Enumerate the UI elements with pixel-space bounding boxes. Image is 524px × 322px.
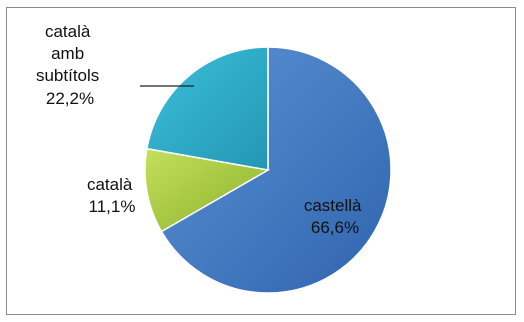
pie-slice-catala-amb-subtitols xyxy=(145,46,269,171)
pie-slice-castella xyxy=(160,46,392,294)
data-label-castella: castellà 66,6% xyxy=(304,196,366,237)
pie-slices xyxy=(144,46,392,294)
pie-slice-catala xyxy=(144,147,271,233)
data-label-catala: català 11,1% xyxy=(87,175,137,216)
data-label-catala-amb-subtitols: català amb subtítols 22,2% xyxy=(36,22,104,108)
